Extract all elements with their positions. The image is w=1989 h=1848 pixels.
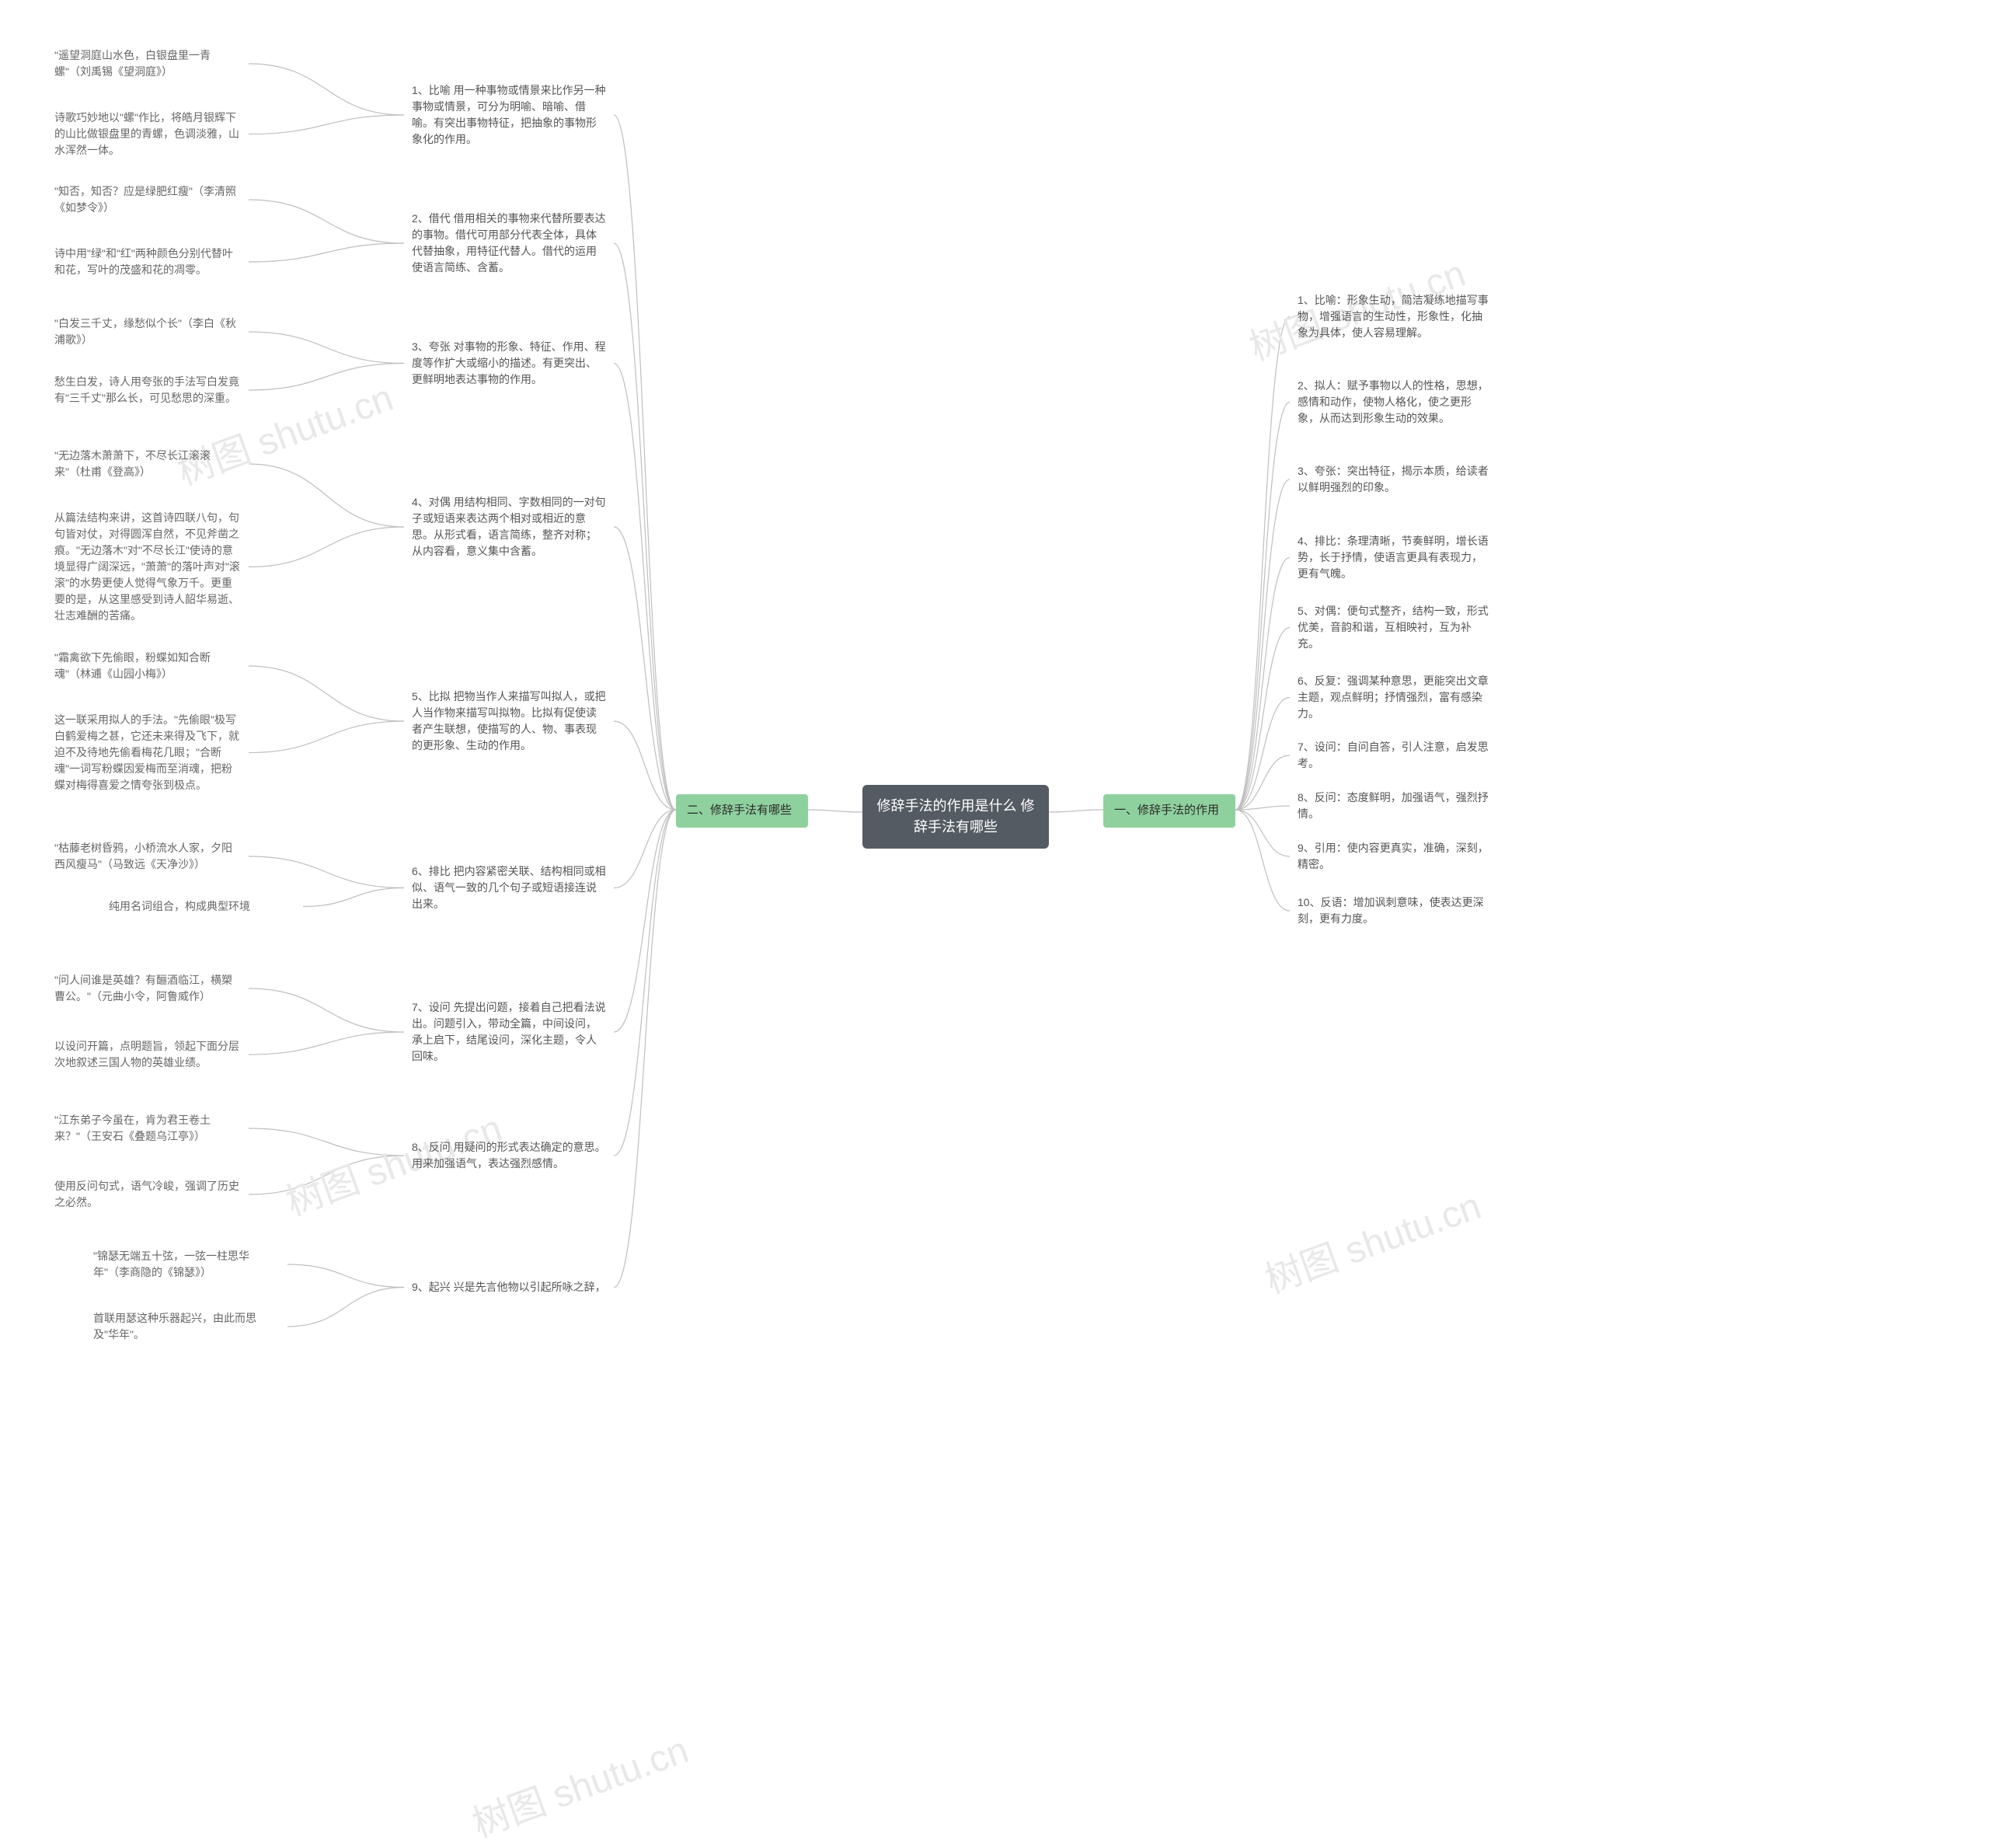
- subleaf-left-4-0: "霜禽欲下先偷眼，粉蝶如知合断魂"（林逋《山园小梅》）: [47, 645, 249, 687]
- leaf-left-7: 8、反问 用疑问的形式表达确定的意思。用来加强语气，表达强烈感情。: [404, 1135, 614, 1177]
- subleaf-left-3-0: "无边落木萧萧下，不尽长江滚滚来"（杜甫《登高》）: [47, 443, 249, 485]
- subleaf-left-4-1: 这一联采用拟人的手法。"先偷眼"极写白鹤爱梅之甚，它还未来得及飞下，就迫不及待地…: [47, 707, 249, 798]
- mindmap-canvas: 修辞手法的作用是什么 修辞手法有哪些 一、修辞手法的作用 1、比喻：形象生动，简洁凝…: [0, 0, 1989, 1835]
- subleaf-left-2-1: 愁生白发，诗人用夸张的手法写白发竟有"三千丈"那么长，可见愁思的深重。: [47, 369, 249, 411]
- branch-right: 一、修辞手法的作用: [1103, 794, 1235, 828]
- branch-left: 二、修辞手法有哪些: [676, 794, 808, 828]
- subleaf-left-0-1: 诗歌巧妙地以"螺"作比，将皓月银辉下的山比做银盘里的青螺，色调淡雅，山水浑然一体…: [47, 105, 249, 163]
- subleaf-left-8-1: 首联用瑟这种乐器起兴，由此而思及"华年"。: [85, 1306, 287, 1348]
- leaf-left-5: 6、排比 把内容紧密关联、结构相同或相似、语气一致的几个句子或短语接连说出来。: [404, 859, 614, 917]
- leaf-right-2: 3、夸张：突出特征，揭示本质，给读者以鲜明强烈的印象。: [1290, 459, 1500, 500]
- subleaf-left-0-0: "遥望洞庭山水色，白银盘里一青螺"（刘禹锡《望洞庭》）: [47, 43, 249, 85]
- leaf-left-0: 1、比喻 用一种事物或情景来比作另一种事物或情景，可分为明喻、暗喻、借喻。有突出…: [404, 78, 614, 152]
- leaf-left-3: 4、对偶 用结构相同、字数相同的一对句子或短语来表达两个相对或相近的意思。从形式…: [404, 490, 614, 564]
- leaf-right-3: 4、排比：条理清晰，节奏鲜明，增长语势，长于抒情，使语言更具有表现力，更有气魄。: [1290, 528, 1500, 587]
- subleaf-left-8-0: "锦瑟无端五十弦，一弦一柱思华年"（李商隐的《锦瑟》）: [85, 1243, 287, 1285]
- leaf-right-9: 10、反语：增加讽刺意味，使表达更深刻，更有力度。: [1290, 890, 1500, 932]
- leaf-left-8: 9、起兴 兴是先言他物以引起所咏之辞，: [404, 1274, 614, 1300]
- leaf-right-6: 7、设问：自问自答，引人注意，启发思考。: [1290, 734, 1500, 776]
- root-node: 修辞手法的作用是什么 修辞手法有哪些: [862, 785, 1049, 849]
- subleaf-left-5-1: 纯用名词组合，构成典型环境: [101, 894, 303, 919]
- subleaf-left-1-1: 诗中用"绿"和"红"两种颜色分别代替叶和花，写叶的茂盛和花的凋零。: [47, 241, 249, 283]
- subleaf-left-7-1: 使用反问句式，语气冷峻，强调了历史之必然。: [47, 1173, 249, 1215]
- subleaf-left-7-0: "江东弟子今虽在，肯为君王卷土来？"（王安石《叠题乌江亭》）: [47, 1107, 249, 1149]
- leaf-right-4: 5、对偶：便句式整齐，结构一致，形式优美，音韵和谐，互相映衬，互为补充。: [1290, 598, 1500, 657]
- leaf-left-6: 7、设问 先提出问题，接着自己把看法说出。问题引入，带动全篇，中间设问，承上启下…: [404, 995, 614, 1069]
- subleaf-left-3-1: 从篇法结构来讲，这首诗四联八句，句句皆对仗，对得圆浑自然，不见斧凿之痕。"无边落…: [47, 505, 249, 629]
- leaf-right-1: 2、拟人：赋予事物以人的性格，思想，感情和动作，使物人格化，使之更形象，从而达到…: [1290, 373, 1500, 431]
- leaf-left-1: 2、借代 借用相关的事物来代替所要表达的事物。借代可用部分代表全体，具体代替抽象…: [404, 206, 614, 281]
- subleaf-left-1-0: "知否，知否？应是绿肥红瘦"（李清照《如梦令》）: [47, 179, 249, 221]
- leaf-right-8: 9、引用：使内容更真实，准确，深刻，精密。: [1290, 835, 1500, 877]
- subleaf-left-5-0: "枯藤老树昏鸦，小桥流水人家，夕阳西风瘦马"（马致远《天净沙》）: [47, 835, 249, 877]
- leaf-left-2: 3、夸张 对事物的形象、特征、作用、程度等作扩大或缩小的描述。有更突出、更鲜明地…: [404, 334, 614, 392]
- subleaf-left-6-1: 以设问开篇，点明题旨，领起下面分层次地叙述三国人物的英雄业绩。: [47, 1034, 249, 1076]
- leaf-right-7: 8、反问：态度鲜明，加强语气，强烈抒情。: [1290, 785, 1500, 827]
- leaf-left-4: 5、比拟 把物当作人来描写叫拟人，或把人当作物来描写叫拟物。比拟有促使读者产生联…: [404, 684, 614, 758]
- subleaf-left-6-0: "问人间谁是英雄？有酾酒临江，横槊曹公。"（元曲小令，阿鲁威作）: [47, 968, 249, 1009]
- leaf-right-5: 6、反复：强调某种意思，更能突出文章主题，观点鲜明；抒情强烈，富有感染力。: [1290, 668, 1500, 727]
- subleaf-left-2-0: "白发三千丈，缘愁似个长"（李白《秋浦歌》）: [47, 311, 249, 353]
- leaf-right-0: 1、比喻：形象生动，简洁凝练地描写事物，增强语言的生动性，形象性，化抽象为具体，…: [1290, 288, 1500, 346]
